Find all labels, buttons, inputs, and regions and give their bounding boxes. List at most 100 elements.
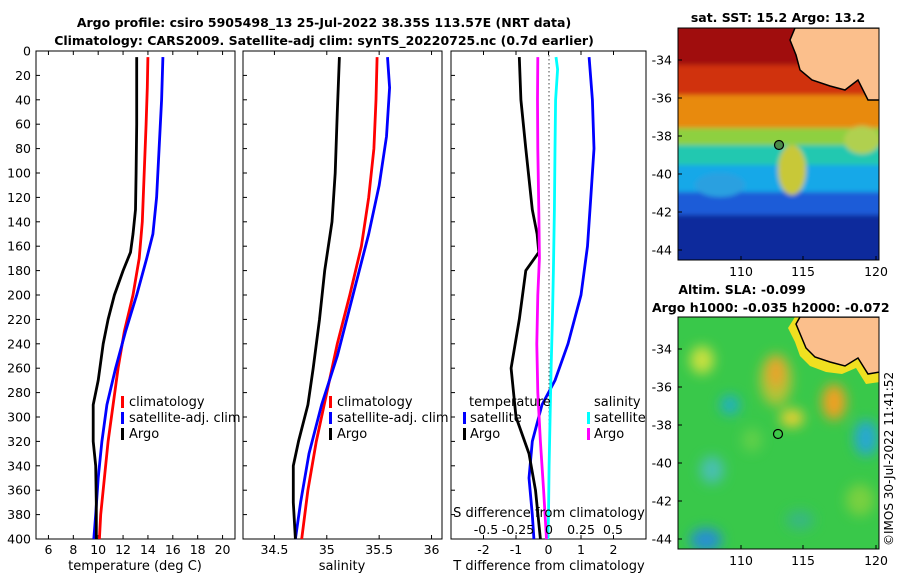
legend-t-argo-label: Argo	[470, 427, 500, 442]
figure-title-line2: Climatology: CARS2009. Satellite-adj cli…	[54, 33, 594, 49]
figure-title-line1: Argo profile: csiro 5905498_13 25-Jul-20…	[77, 15, 571, 31]
sla-map-frame	[677, 316, 880, 550]
legend-satellite-label: satellite-adj. clim	[129, 411, 241, 426]
salinity-series	[291, 57, 391, 540]
sst-lat-ticks: -34 -36 -38 -40 -42 -44	[652, 53, 682, 258]
x-tick-label: -2	[477, 542, 489, 557]
series-line-t-satellite	[527, 56, 596, 540]
legend-climatology-swatch	[121, 396, 124, 408]
difference-xlabel: T difference from climatology	[452, 559, 645, 574]
temperature-panel: 0 20 40 60 80 100 120 140 160 180 200 220 240 260 280 3…	[7, 44, 455, 574]
legend-argo-swatch	[121, 428, 124, 440]
lat-tick-label: -38	[652, 418, 672, 433]
legend-s-argo-label: Argo	[594, 427, 624, 442]
x-tick-label: 12	[115, 542, 131, 557]
legend-temperature-title: temperature	[469, 395, 551, 410]
sst-map-title: sat. SST: 15.2 Argo: 13.2	[691, 10, 865, 25]
sla-map-title-line1: Altim. SLA: -0.099	[678, 282, 805, 297]
sla-lat-ticks: -34 -36 -38 -40 -42 -44	[652, 342, 682, 547]
legend-t-satellite-swatch	[463, 412, 466, 424]
lat-tick-label: -40	[652, 167, 672, 182]
sla-high-3	[780, 409, 804, 427]
y-tick-label: 280	[7, 385, 31, 400]
y-tick-label: 400	[7, 532, 31, 547]
series-line-satellite-adj-clim	[92, 57, 165, 540]
x-tick-label: 0	[545, 542, 553, 557]
x-tick-label: 8	[69, 542, 77, 557]
lon-tick-label: 120	[864, 553, 888, 568]
salinity-difference-ticks: -0.5 -0.25 0 0.25 0.5	[474, 522, 623, 537]
sla-high-4	[690, 346, 714, 374]
sla-low-4	[690, 528, 722, 549]
difference-x-axis: -2 -1 0 1 2	[477, 51, 617, 557]
lat-tick-label: -42	[652, 205, 672, 220]
x-tick-label: 14	[140, 542, 156, 557]
sst-band-orange	[678, 90, 879, 128]
sst-land-australia	[789, 28, 879, 101]
legend-s-satellite-swatch	[587, 412, 590, 424]
s-diff-tick-label: -0.5	[474, 522, 498, 537]
y-tick-label: 200	[7, 288, 31, 303]
y-tick-label: 80	[15, 141, 31, 156]
temperature-legend: climatology satellite-adj. clim Argo	[121, 395, 241, 442]
sst-band-green	[678, 125, 879, 145]
y-tick-label: 40	[15, 92, 31, 107]
series-line-s-satellite	[546, 56, 559, 540]
x-tick-label: 35	[319, 542, 335, 557]
sla-low-5	[786, 510, 814, 530]
difference-series	[509, 56, 596, 540]
y-tick-label: 300	[7, 410, 31, 425]
y-tick-label: 140	[7, 214, 31, 229]
sla-high-2	[822, 384, 846, 420]
x-tick-label: 16	[165, 542, 181, 557]
lat-tick-label: -40	[652, 456, 672, 471]
sla-low-2	[854, 420, 878, 456]
lat-tick-label: -36	[652, 91, 672, 106]
y-tick-label: 160	[7, 239, 31, 254]
series-line-climatology	[98, 57, 150, 540]
salinity-x-axis: 34.5 35 35.5 36	[260, 51, 440, 557]
y-tick-label: 240	[7, 336, 31, 351]
legend-satellite-label: satellite-adj. clim	[337, 411, 449, 426]
lat-tick-label: -42	[652, 494, 672, 509]
legend-satellite-swatch	[329, 412, 332, 424]
x-tick-label: 1	[577, 542, 585, 557]
temperature-series	[91, 57, 165, 540]
series-line-satellite-adj-clim	[294, 57, 391, 540]
sla-land-australia	[795, 317, 879, 375]
x-tick-label: 2	[610, 542, 618, 557]
salinity-difference-axis-label: S difference from climatology	[453, 506, 645, 521]
sla-lon-ticks: 110 115 120	[729, 545, 888, 568]
legend-t-satellite-label: satellite	[470, 411, 522, 426]
legend-argo-swatch	[329, 428, 332, 440]
x-tick-label: 35.5	[365, 542, 393, 557]
y-tick-label: 60	[15, 117, 31, 132]
s-diff-tick-label: -0.25	[502, 522, 534, 537]
sla-low-3	[700, 456, 724, 484]
x-tick-label: -1	[510, 542, 522, 557]
y-tick-label: 220	[7, 312, 31, 327]
series-line-t-argo	[509, 57, 542, 540]
lat-tick-label: -34	[652, 53, 672, 68]
sla-argo-location-marker	[772, 428, 784, 440]
series-line-s-argo	[535, 57, 548, 540]
sla-map: Altim. SLA: -0.099 Argo h1000: -0.035 h2…	[652, 282, 890, 568]
legend-argo-label: Argo	[129, 427, 159, 442]
series-line-argo	[91, 57, 139, 539]
s-diff-tick-label: 0.25	[567, 522, 595, 537]
y-tick-label: 320	[7, 434, 31, 449]
lon-tick-label: 115	[791, 553, 815, 568]
sst-map-frame	[677, 27, 880, 261]
legend-satellite-swatch	[121, 412, 124, 424]
lat-tick-label: -44	[652, 532, 672, 547]
legend-climatology-label: climatology	[337, 395, 413, 410]
sla-high-5	[846, 484, 874, 516]
lon-tick-label: 110	[729, 264, 753, 279]
depth-axis: 0 20 40 60 80 100 120 140 160 180 200 220 240 260 280 3…	[7, 44, 455, 547]
sla-high-6	[742, 428, 762, 452]
imos-timestamp: ©IMOS 30-Jul-2022 11:41:52	[882, 372, 896, 546]
y-tick-label: 20	[15, 68, 31, 83]
sst-warm-patch	[844, 126, 879, 154]
lon-tick-label: 110	[729, 553, 753, 568]
legend-salinity-title: salinity	[594, 395, 641, 410]
